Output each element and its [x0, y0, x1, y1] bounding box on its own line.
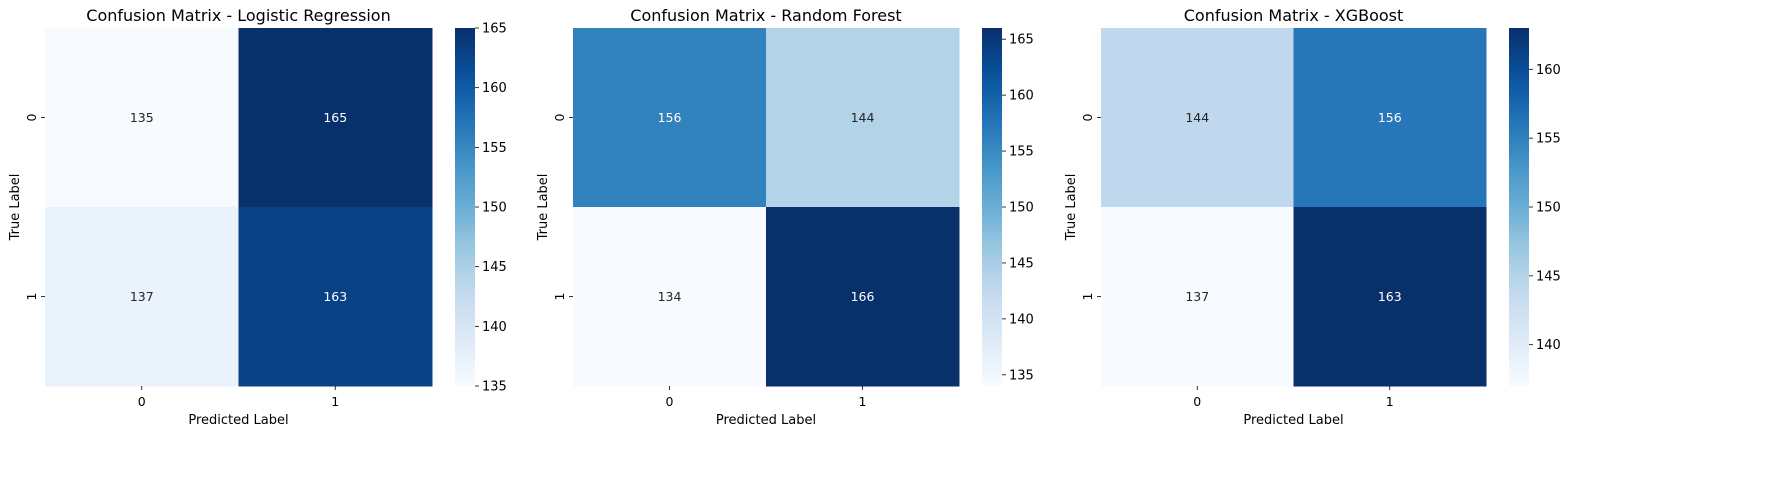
colorbar-tick-label: 140 [1536, 338, 1561, 353]
colorbar-tick-label: 150 [1009, 201, 1034, 216]
colorbar-tick-label: 160 [482, 81, 507, 96]
colorbar-tick-label: 155 [1009, 145, 1034, 160]
cell-value-label: 144 [1185, 110, 1209, 125]
cell-value-label: 163 [323, 289, 347, 304]
x-tick-label: 1 [859, 394, 867, 409]
colorbar-tick-label: 145 [1009, 256, 1034, 271]
x-tick-label: 1 [1386, 394, 1394, 409]
colorbar-tick-label: 135 [482, 380, 507, 395]
colorbar [455, 28, 475, 386]
heatmap-cell [1293, 207, 1487, 387]
x-axis-label: Predicted Label [716, 413, 816, 428]
colorbar-tick-label: 165 [482, 22, 507, 37]
colorbar-tick-label: 145 [1536, 269, 1561, 284]
heatmap-cell [1293, 28, 1487, 208]
cell-value-label: 156 [658, 110, 682, 125]
cell-value-label: 137 [1185, 289, 1209, 304]
colorbar-tick-label: 150 [482, 201, 507, 216]
chart-title: Confusion Matrix - Random Forest [630, 6, 901, 25]
heatmap-cell [238, 207, 433, 387]
y-axis-label: True Label [536, 174, 551, 242]
colorbar-tick-label: 155 [1536, 132, 1561, 147]
cell-value-label: 135 [130, 110, 154, 125]
x-axis-label: Predicted Label [1243, 413, 1343, 428]
y-tick-label: 1 [1080, 293, 1095, 301]
x-tick-label: 0 [138, 394, 146, 409]
colorbar [982, 28, 1002, 386]
colorbar-tick-label: 135 [1009, 368, 1034, 383]
y-tick-label: 0 [24, 113, 39, 121]
heatmap-panel-2: Confusion Matrix - Random Forest 156 144 13… [536, 6, 1034, 428]
y-axis-label: True Label [8, 174, 23, 242]
cell-value-label: 134 [658, 289, 682, 304]
colorbar-tick-label: 145 [482, 260, 507, 275]
heatmap-cell [45, 207, 239, 387]
cell-value-label: 165 [323, 110, 347, 125]
chart-title: Confusion Matrix - Logistic Regression [86, 6, 390, 25]
y-tick-label: 1 [24, 293, 39, 301]
heatmap-panel-1: Confusion Matrix - Logistic Regression 13… [8, 6, 507, 428]
colorbar-tick-label: 165 [1009, 33, 1034, 48]
heatmap-cell [573, 207, 767, 387]
y-tick-label: 0 [1080, 113, 1095, 121]
heatmap-cell [45, 28, 239, 208]
cell-value-label: 137 [130, 289, 154, 304]
colorbar [1509, 28, 1529, 386]
heatmap-panel-3: Confusion Matrix - XGBoost 144 156 137 163 0 1… [1064, 6, 1561, 428]
colorbar-tick-label: 150 [1536, 201, 1561, 216]
heatmap-cell [1101, 28, 1294, 208]
x-tick-label: 1 [331, 394, 339, 409]
cell-value-label: 163 [1378, 289, 1402, 304]
colorbar-tick-label: 155 [482, 141, 507, 156]
cell-value-label: 156 [1378, 110, 1402, 125]
colorbar-tick-label: 160 [1009, 89, 1034, 104]
heatmap-cell [1101, 207, 1294, 387]
x-tick-label: 0 [666, 394, 674, 409]
cell-value-label: 166 [851, 289, 875, 304]
heatmap-cell [766, 207, 960, 387]
y-axis-label: True Label [1064, 174, 1079, 242]
heatmap-cell [766, 28, 960, 208]
heatmap-cell [238, 28, 433, 208]
y-tick-label: 0 [552, 113, 567, 121]
x-axis-label: Predicted Label [188, 413, 288, 428]
colorbar-tick-label: 140 [1009, 312, 1034, 327]
chart-title: Confusion Matrix - XGBoost [1184, 6, 1404, 25]
colorbar-tick-label: 160 [1536, 63, 1561, 78]
cell-value-label: 144 [851, 110, 875, 125]
colorbar-tick-label: 140 [482, 320, 507, 335]
y-tick-label: 1 [552, 293, 567, 301]
x-tick-label: 0 [1193, 394, 1201, 409]
heatmap-cell [573, 28, 767, 208]
